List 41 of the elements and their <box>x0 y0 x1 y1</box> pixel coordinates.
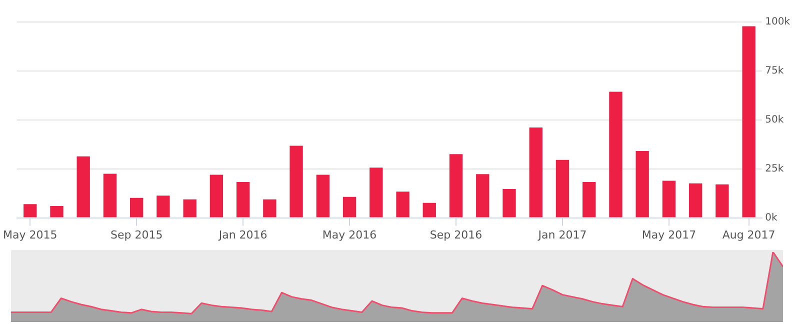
bar <box>529 128 542 218</box>
x-tick-label: Jan 2016 <box>218 228 268 242</box>
bar <box>662 180 676 218</box>
bar <box>742 26 756 218</box>
bar <box>422 202 436 218</box>
bar <box>370 168 383 218</box>
bar <box>316 174 330 218</box>
x-tick-label: May 2017 <box>642 228 696 242</box>
x-tick-label: Jan 2017 <box>537 228 587 242</box>
bar <box>76 156 90 218</box>
bar <box>556 160 570 218</box>
y-tick-label: 50k <box>765 114 784 126</box>
bar <box>183 199 196 218</box>
bar <box>50 206 64 218</box>
bar <box>609 92 622 218</box>
x-tick-label: Aug 2017 <box>722 228 776 242</box>
bar <box>476 174 490 218</box>
bar <box>342 196 356 218</box>
bar <box>502 189 516 218</box>
bar <box>263 199 276 218</box>
bar <box>716 184 729 218</box>
x-tick-label: Sep 2016 <box>430 228 482 242</box>
bar <box>290 146 303 218</box>
y-tick-label: 75k <box>765 66 784 77</box>
bar <box>582 182 596 218</box>
y-tick-label: 100k <box>765 16 790 28</box>
bar <box>130 198 144 218</box>
bar <box>688 183 702 218</box>
bar <box>156 196 170 218</box>
bar <box>636 151 649 218</box>
y-tick-label: 0k <box>765 212 778 224</box>
bar <box>449 154 463 218</box>
bar <box>103 174 117 218</box>
bar <box>24 204 37 218</box>
bar <box>396 192 410 218</box>
x-tick-label: Sep 2015 <box>110 228 163 242</box>
x-tick-label: May 2015 <box>3 228 58 242</box>
y-tick-label: 25k <box>765 163 784 174</box>
bar <box>210 174 224 218</box>
x-tick-label: May 2016 <box>322 228 377 242</box>
bar <box>236 182 250 218</box>
